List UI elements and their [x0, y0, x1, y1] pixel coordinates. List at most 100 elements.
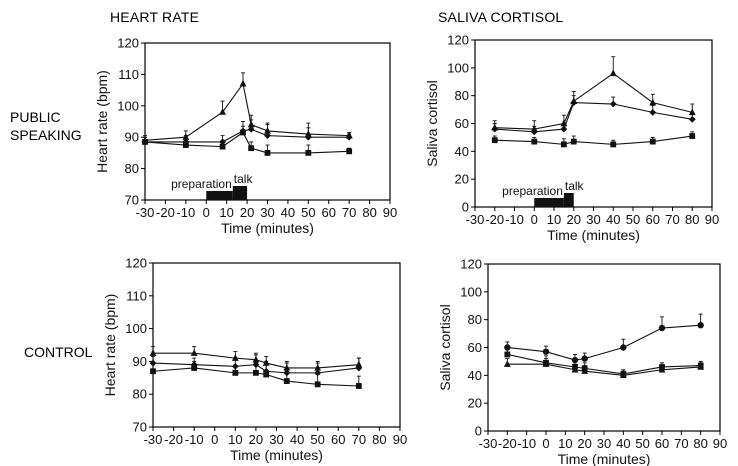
series-square: [142, 125, 353, 156]
phase-bar-preparation: [206, 191, 233, 200]
data-point: [247, 125, 255, 133]
row-label-control: CONTROL: [24, 344, 93, 360]
series-line: [144, 131, 350, 154]
series-triangle: [491, 56, 696, 132]
y-tick-label: 100: [117, 98, 139, 113]
cortisol-title: SALIVA CORTISOL: [438, 9, 563, 25]
data-point: [253, 369, 259, 376]
data-point: [697, 362, 705, 370]
data-point: [570, 99, 578, 107]
y-tick-label: 110: [126, 288, 147, 303]
y-tick-label: 40: [455, 144, 469, 159]
data-point: [491, 125, 499, 133]
y-tick-label: 90: [133, 354, 147, 369]
data-point: [264, 132, 271, 140]
data-point: [571, 365, 579, 373]
x-tick-label: -10: [185, 432, 204, 447]
data-point: [219, 143, 226, 150]
x-tick-label: -10: [176, 205, 195, 220]
x-axis-label: Time (minutes): [230, 447, 323, 463]
x-tick-label: 80: [372, 432, 386, 447]
y-axis-label: Heart rate (bpm): [94, 70, 110, 173]
series-line: [507, 363, 701, 376]
y-tick-label: 60: [455, 116, 469, 131]
data-point: [658, 324, 666, 332]
x-tick-label: 20: [249, 432, 263, 447]
data-point: [190, 349, 198, 356]
x-tick-label: -30: [136, 205, 155, 220]
data-point: [314, 381, 321, 388]
x-tick-label: -20: [156, 205, 175, 220]
x-tick-label: 20: [567, 212, 581, 227]
x-tick-label: 80: [362, 205, 376, 220]
x-tick-label: 10: [547, 212, 561, 227]
data-point: [346, 148, 353, 155]
x-tick-label: 50: [635, 436, 649, 451]
y-tick-label: 110: [118, 67, 139, 82]
data-point: [697, 322, 704, 329]
x-tick-label: 0: [531, 212, 538, 227]
x-tick-label: 50: [301, 205, 315, 220]
data-point: [142, 139, 148, 145]
data-point: [531, 138, 538, 145]
x-tick-label: 30: [269, 432, 283, 447]
data-point: [610, 141, 617, 148]
row-label-public-2: SPEAKING: [10, 127, 82, 143]
data-point: [304, 133, 312, 141]
data-point: [264, 150, 271, 156]
y-tick-label: 70: [133, 420, 147, 435]
series-diamond: [491, 95, 696, 136]
y-tick-label: 80: [455, 88, 469, 103]
data-point: [581, 367, 589, 374]
phase-label-talk: talk: [234, 172, 254, 186]
x-tick-label: 90: [393, 432, 407, 447]
x-tick-label: 60: [646, 212, 660, 227]
data-point: [239, 79, 247, 87]
data-point: [491, 137, 498, 144]
y-tick-label: 80: [468, 312, 482, 327]
y-tick-label: 120: [447, 33, 469, 48]
x-tick-label: 40: [616, 436, 630, 451]
data-point: [542, 360, 550, 367]
x-tick-label: 10: [558, 436, 572, 451]
series-circle: [504, 313, 704, 364]
x-tick-label: 40: [606, 212, 620, 227]
x-tick-label: 20: [240, 205, 254, 220]
x-tick-label: -20: [498, 436, 517, 451]
x-tick-label: 60: [322, 205, 336, 220]
data-point: [688, 108, 696, 116]
x-tick-label: 70: [352, 432, 366, 447]
cortisol-public-chart: 0 20 40 60 80 100 120 -30 -20 -10 0 10 20 30 40 50 60 70 8…: [424, 33, 719, 244]
x-tick-label: 90: [713, 436, 727, 451]
series-line: [152, 362, 359, 374]
data-point: [570, 138, 577, 145]
y-tick-label: 100: [447, 60, 469, 75]
x-axis-label: Time (minutes): [221, 220, 314, 236]
data-point: [232, 369, 239, 376]
data-point: [182, 142, 189, 148]
x-tick-label: 10: [228, 432, 242, 447]
heart-rate-public-chart: 70 80 90 100 110 120 -30 -20 -10 0 10 20 30 40 50 60 70 8…: [94, 36, 397, 237]
x-tick-label: -20: [164, 432, 183, 447]
y-tick-label: 100: [125, 321, 147, 336]
y-axis-label: Saliva cortisol: [424, 80, 440, 166]
data-point: [581, 355, 588, 362]
data-point: [530, 128, 538, 136]
series-line: [153, 352, 359, 369]
series-line: [494, 135, 693, 145]
data-point: [649, 98, 657, 106]
x-tick-label: 50: [626, 212, 640, 227]
plot-frame: [152, 262, 401, 428]
cortisol-control-chart: 0 20 40 60 80 100 120 -30 -20 -10 0 10 20 30 40 50 60 70 8…: [437, 257, 727, 466]
y-tick-label: 0: [475, 424, 482, 439]
phase-bar-preparation: [534, 198, 564, 207]
y-tick-label: 120: [460, 257, 482, 272]
x-tick-label: 90: [383, 205, 397, 220]
data-point: [150, 368, 156, 375]
x-tick-label: 80: [685, 212, 699, 227]
data-point: [609, 100, 617, 108]
data-point: [355, 383, 362, 389]
data-point: [689, 133, 696, 139]
x-tick-label: 30: [260, 205, 274, 220]
y-tick-label: 60: [468, 340, 482, 355]
